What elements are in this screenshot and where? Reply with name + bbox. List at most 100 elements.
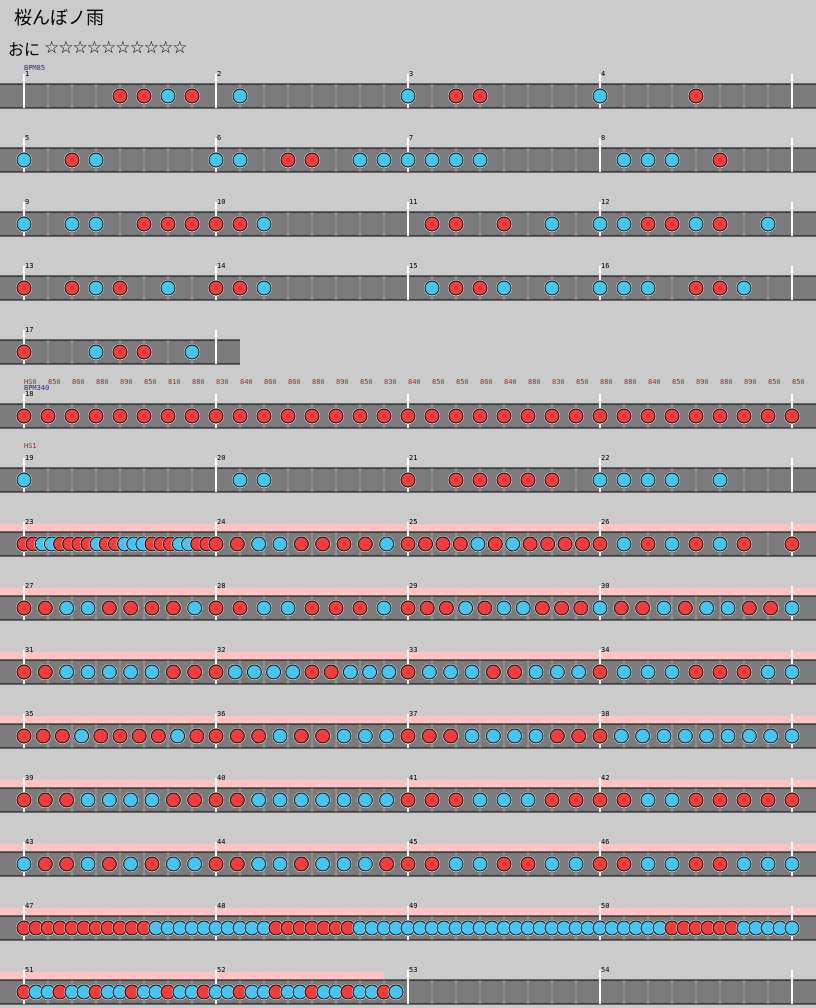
don-note (496, 408, 512, 424)
don-note (208, 728, 224, 744)
scroll-value: 850 (144, 378, 157, 386)
ka-note (362, 664, 378, 680)
don-note (736, 664, 752, 680)
don-note (232, 216, 248, 232)
bpm-change: BPM85 (24, 64, 45, 72)
ka-note (592, 280, 608, 296)
don-note (88, 408, 104, 424)
don-note (688, 856, 704, 872)
measure-number: 49 (409, 902, 417, 910)
don-note (123, 600, 139, 616)
measure-number: 2 (217, 70, 221, 78)
scroll-value: 880 (312, 378, 325, 386)
scroll-value: 850 (360, 378, 373, 386)
don-note (435, 536, 451, 552)
ka-note (784, 664, 800, 680)
don-note (616, 408, 632, 424)
ka-note (592, 216, 608, 232)
don-note (16, 344, 32, 360)
don-note (229, 856, 245, 872)
don-note (112, 408, 128, 424)
don-note (557, 536, 573, 552)
don-note (400, 792, 416, 808)
scroll-value: 860 (480, 378, 493, 386)
measure-number: 32 (217, 646, 225, 654)
don-note (187, 792, 203, 808)
don-note (568, 408, 584, 424)
don-note (544, 792, 560, 808)
ka-note (381, 664, 397, 680)
ka-note (80, 856, 96, 872)
scroll-value: 890 (696, 378, 709, 386)
don-note (379, 856, 395, 872)
don-note (229, 728, 245, 744)
scroll-value: 840 (240, 378, 253, 386)
don-note (712, 152, 728, 168)
ka-note (763, 728, 779, 744)
measure-number: 50 (601, 902, 609, 910)
don-note (136, 88, 152, 104)
difficulty-stars: ☆☆☆☆☆☆☆☆☆☆ (44, 38, 187, 58)
ka-note (616, 664, 632, 680)
measure-number: 44 (217, 838, 225, 846)
measure-number: 38 (601, 710, 609, 718)
measure-number: 12 (601, 198, 609, 206)
ka-note (16, 216, 32, 232)
don-note (613, 600, 629, 616)
don-note (784, 408, 800, 424)
don-note (472, 408, 488, 424)
don-note (304, 408, 320, 424)
don-note (640, 408, 656, 424)
ka-note (227, 664, 243, 680)
ka-note (656, 600, 672, 616)
song-title: 桜んぼノ雨 (14, 8, 104, 29)
ka-note (448, 152, 464, 168)
don-note (144, 856, 160, 872)
don-note (54, 728, 70, 744)
ka-note (357, 728, 373, 744)
don-note (315, 536, 331, 552)
ka-note (656, 728, 672, 744)
don-note (16, 408, 32, 424)
scroll-value: 880 (96, 378, 109, 386)
measure-number: 28 (217, 582, 225, 590)
ka-note (256, 216, 272, 232)
don-note (16, 664, 32, 680)
ka-note (616, 152, 632, 168)
don-note (760, 408, 776, 424)
scroll-value: 830 (552, 378, 565, 386)
measure-number: 24 (217, 518, 225, 526)
ka-note (784, 728, 800, 744)
ka-note (640, 280, 656, 296)
don-note (477, 600, 493, 616)
scroll-value: 850 (792, 378, 805, 386)
ka-note (640, 152, 656, 168)
don-note (568, 792, 584, 808)
don-note (208, 856, 224, 872)
ka-note (256, 600, 272, 616)
ka-note (123, 664, 139, 680)
ka-note (336, 792, 352, 808)
don-note (136, 408, 152, 424)
measure-number: 34 (601, 646, 609, 654)
ka-note (664, 664, 680, 680)
ka-note (592, 472, 608, 488)
don-note (549, 728, 565, 744)
don-note (635, 600, 651, 616)
don-note (64, 280, 80, 296)
don-note (592, 856, 608, 872)
ka-note (443, 664, 459, 680)
ka-note (160, 280, 176, 296)
don-note (208, 216, 224, 232)
ka-note (571, 664, 587, 680)
don-note (112, 728, 128, 744)
ka-note (170, 728, 186, 744)
don-note (540, 536, 556, 552)
measure-number: 22 (601, 454, 609, 462)
ka-note (544, 856, 560, 872)
don-note (712, 664, 728, 680)
don-note (400, 856, 416, 872)
ka-note (472, 856, 488, 872)
ka-note (357, 792, 373, 808)
don-note (616, 792, 632, 808)
